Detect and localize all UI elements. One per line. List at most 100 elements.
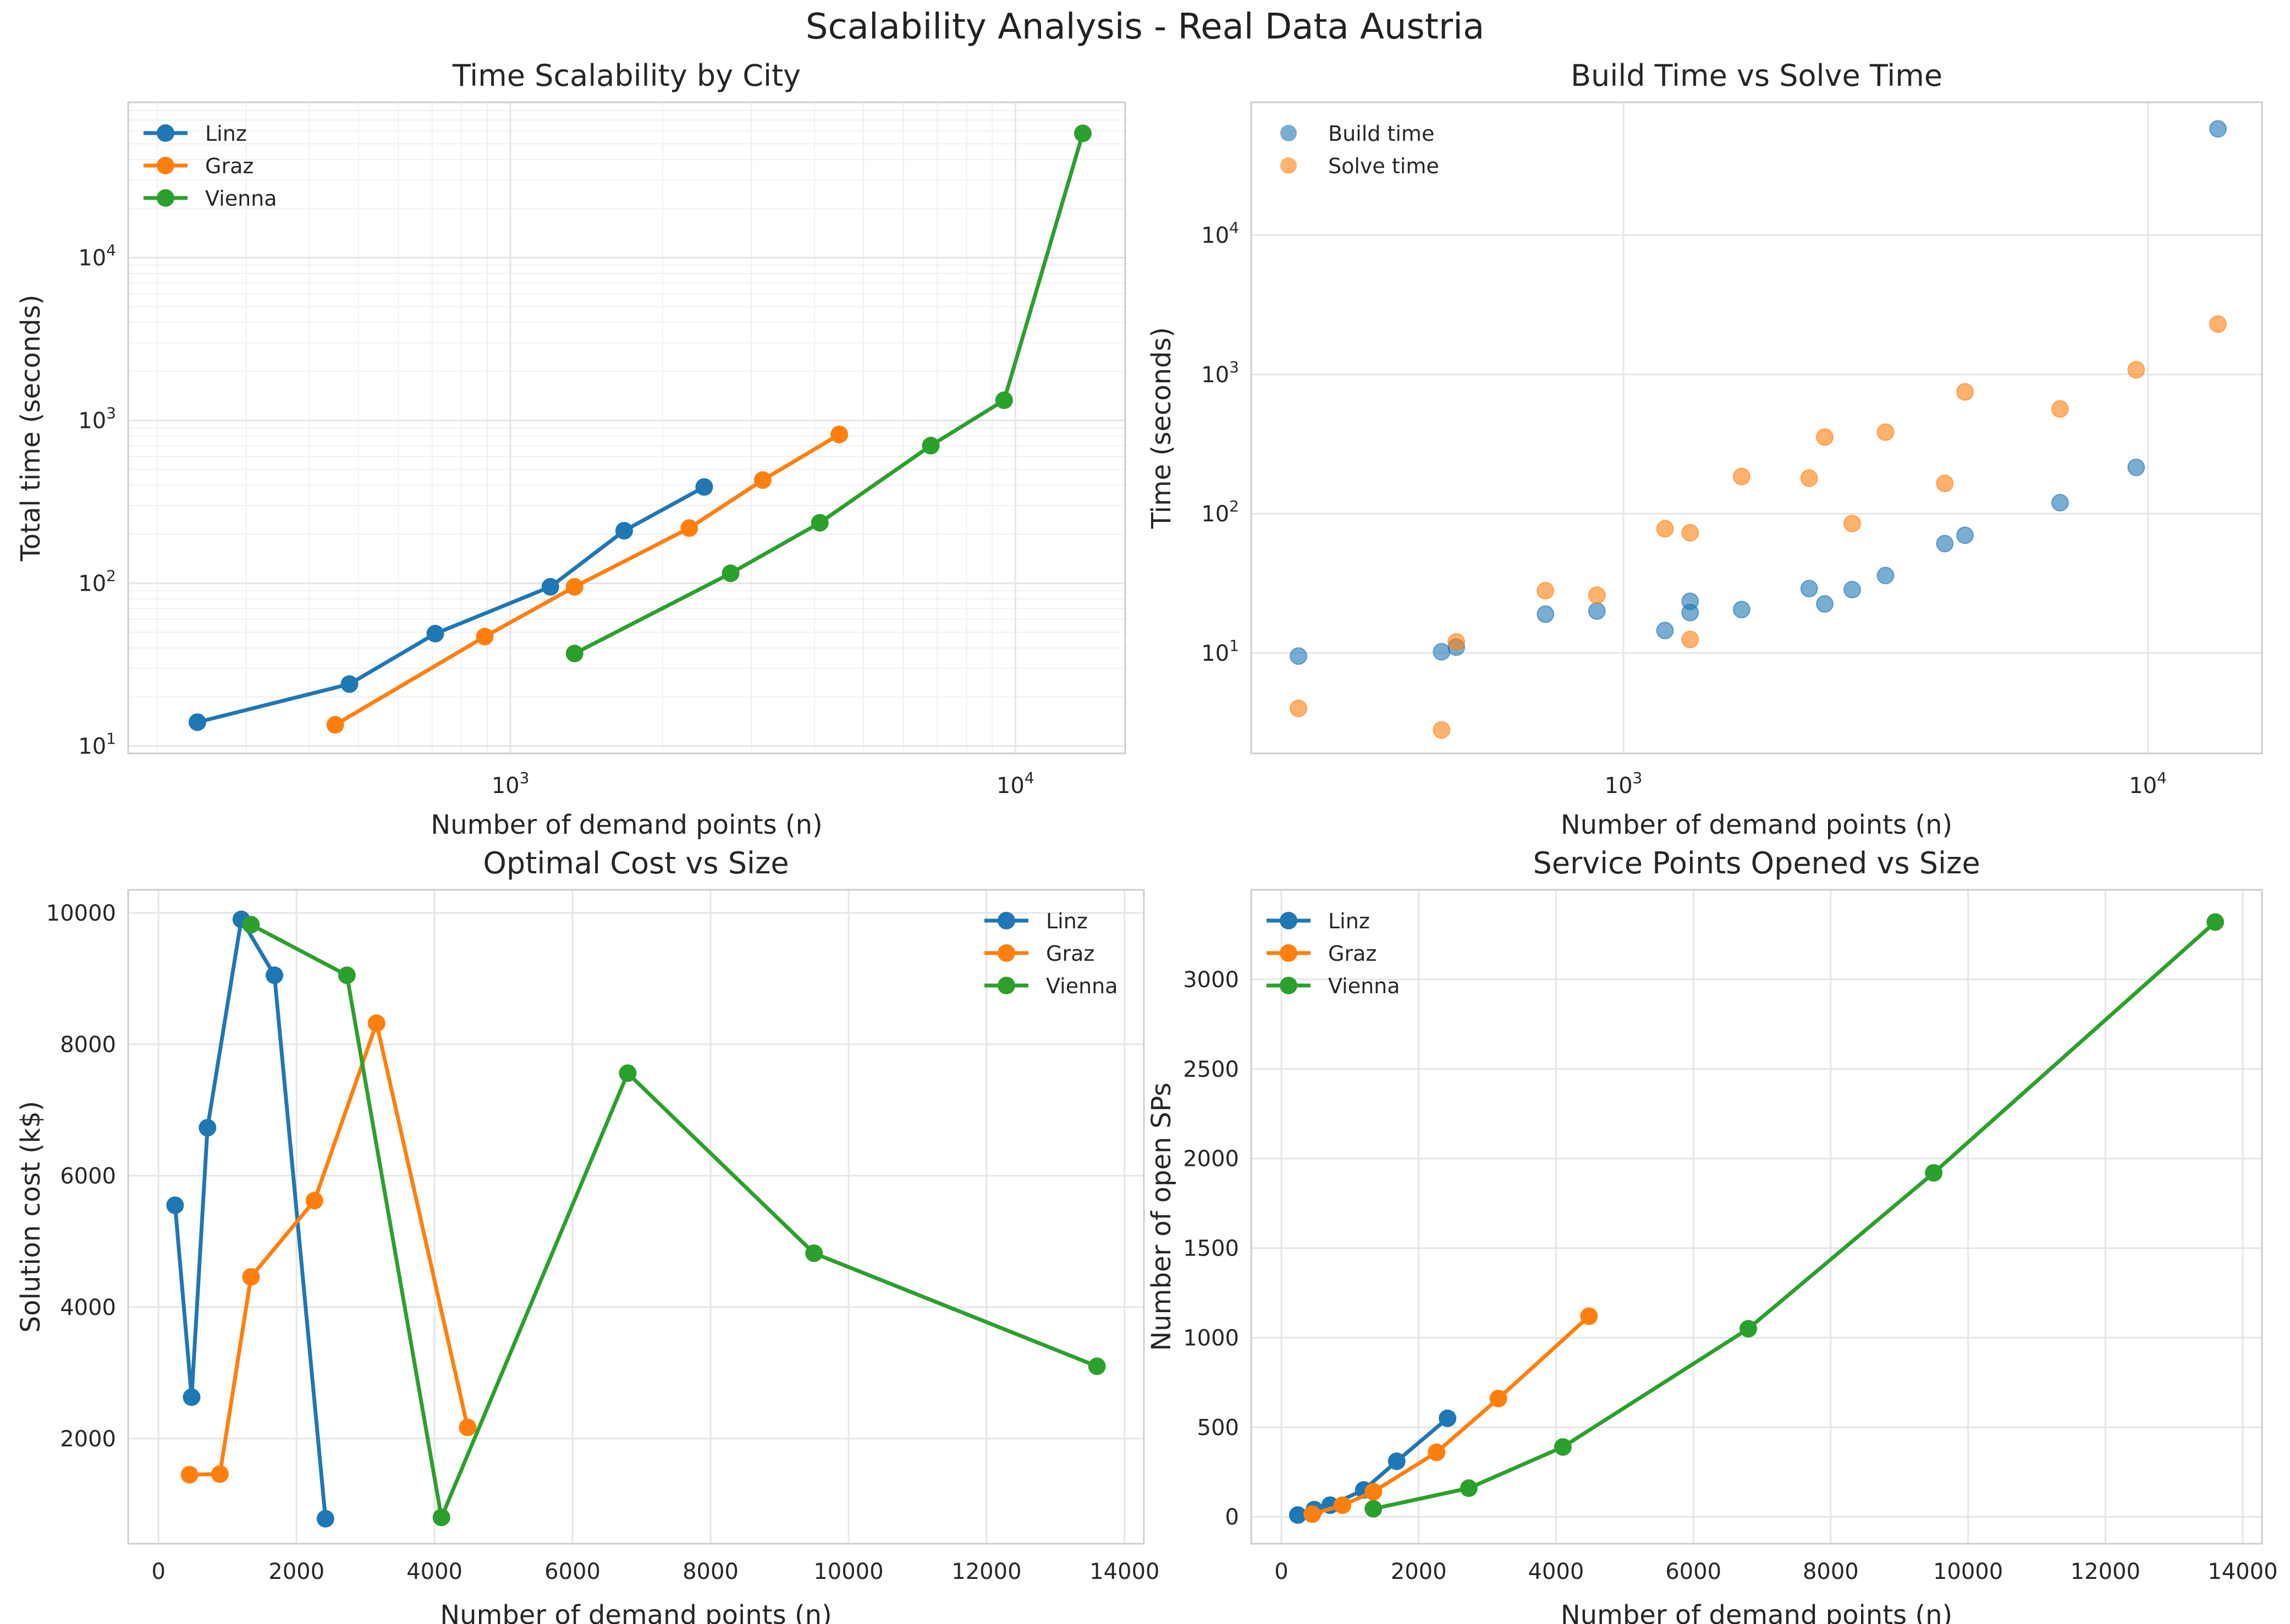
scatter-point-solve-time (1681, 630, 1699, 648)
data-point-linz (1289, 1506, 1307, 1524)
series-line-vienna (574, 133, 1085, 656)
scatter-point-build-time (1732, 601, 1750, 619)
data-point-graz (326, 715, 344, 734)
grid (1251, 102, 2262, 753)
scatter-point-build-time (1956, 526, 1974, 544)
data-point-vienna (338, 966, 356, 984)
plot-area (1251, 890, 2262, 1544)
data-point-graz (565, 578, 583, 596)
figure-title: Scalability Analysis - Real Data Austria (805, 7, 1485, 47)
y-axis-label: Number of open SPs (1146, 1082, 1177, 1351)
scatter-point-solve-time (1956, 383, 1974, 401)
scatter-point-build-time (1936, 535, 1954, 553)
legend-label-linz: Linz (205, 122, 247, 146)
y-axis-label: Total time (seconds) (15, 295, 46, 562)
grid (1251, 890, 2262, 1544)
chart-build-vs-solve: 103 104 101 102 103 104 Build Time vs Solve Ti… (1146, 58, 2263, 840)
data-point-linz (166, 1196, 184, 1214)
data-point-graz (1428, 1443, 1446, 1461)
data-point-graz (180, 1466, 199, 1484)
scatter-point-build-time (1289, 647, 1307, 665)
y-tick-label: 102 (1201, 497, 1239, 527)
x-tick-label: 10000 (813, 1559, 883, 1584)
data-point-linz (695, 478, 713, 496)
data-point-linz (426, 625, 444, 643)
x-tick-label: 12000 (2071, 1559, 2140, 1584)
data-point-graz (1364, 1483, 1383, 1501)
legend-label-vienna: Vienna (1046, 974, 1118, 998)
scatter-point-build-time (2127, 458, 2145, 476)
x-axis-label: Number of demand points (n) (440, 1600, 832, 1624)
y-tick-label: 102 (78, 566, 116, 596)
data-point-linz (188, 713, 206, 731)
x-tick-label: 4000 (406, 1559, 463, 1584)
scatter-point-solve-time (1936, 475, 1954, 493)
series-group (166, 910, 1106, 1528)
legend-marker-graz (998, 944, 1015, 962)
data-point-graz (830, 425, 849, 443)
data-point-vienna (811, 514, 829, 532)
data-point-vienna (922, 437, 940, 455)
x-tick-label: 2000 (1391, 1559, 1447, 1584)
scatter-point-solve-time (2127, 361, 2145, 379)
y-tick-label: 500 (1197, 1415, 1239, 1440)
scatter-point-build-time (1876, 566, 1895, 585)
x-axis-label: Number of demand points (n) (1561, 810, 1952, 840)
scatter-point-solve-time (1656, 520, 1674, 538)
legend-marker-graz (157, 157, 174, 174)
data-point-vienna (1460, 1479, 1478, 1498)
legend-label-build-time: Build time (1328, 122, 1434, 146)
legend-label-linz: Linz (1046, 909, 1088, 933)
data-point-graz (476, 627, 494, 646)
grid (128, 890, 1144, 1544)
y-tick-label: 10000 (46, 901, 116, 926)
scatter-point-solve-time (1537, 582, 1555, 600)
legend-marker-vienna (157, 189, 174, 207)
data-point-linz (541, 578, 559, 596)
x-axis-label: Number of demand points (n) (1561, 1600, 1952, 1624)
x-tick-label: 103 (1605, 769, 1643, 799)
data-point-graz (1580, 1307, 1598, 1325)
scatter-point-solve-time (1876, 423, 1895, 441)
y-tick-label: 104 (78, 241, 116, 271)
y-tick-label: 101 (78, 729, 116, 759)
y-tick-label: 104 (1201, 219, 1239, 249)
scatter-point-solve-time (1681, 524, 1699, 542)
data-point-linz (266, 966, 284, 984)
legend: Linz Graz Vienna (984, 909, 1118, 998)
data-point-vienna (242, 916, 260, 934)
x-tick-label: 104 (2129, 769, 2167, 799)
scatter-point-solve-time (1843, 514, 1861, 532)
series-line-linz (197, 485, 706, 724)
series-group (1289, 120, 2227, 739)
tick-labels: 0 2000 4000 6000 8000 10000 12000 14000 0 500 1000… (1183, 967, 2277, 1584)
series-line-linz (173, 917, 328, 1519)
axes-frame (127, 889, 1145, 1545)
data-point-linz (1439, 1409, 1457, 1427)
y-axis-label: Time (seconds) (1146, 327, 1177, 529)
legend-label-graz: Graz (205, 154, 254, 178)
y-tick-label: 2000 (1183, 1147, 1239, 1172)
data-point-graz (305, 1192, 323, 1210)
x-tick-label: 103 (492, 769, 530, 799)
scatter-point-solve-time (1816, 428, 1834, 446)
data-point-vienna (1074, 124, 1092, 142)
plot-area (1251, 102, 2262, 753)
data-point-graz (1303, 1505, 1322, 1523)
legend-label-linz: Linz (1328, 909, 1370, 933)
x-tick-label: 4000 (1528, 1559, 1584, 1584)
plot-area (128, 890, 1144, 1544)
x-tick-label: 0 (151, 1559, 165, 1584)
y-tick-label: 0 (1225, 1505, 1239, 1530)
data-point-vienna (995, 391, 1013, 409)
axes-frame (1250, 889, 2263, 1545)
legend-marker-vienna (1280, 977, 1297, 994)
scatter-point-build-time (2209, 120, 2227, 138)
x-tick-label: 2000 (268, 1559, 324, 1584)
scatter-point-build-time (1537, 605, 1555, 623)
scatter-point-solve-time (1800, 469, 1818, 487)
x-tick-label: 0 (1274, 1559, 1288, 1584)
chart-service-points: 0 2000 4000 6000 8000 10000 12000 14000 0 500 1000… (1146, 846, 2278, 1624)
data-point-graz (367, 1014, 386, 1032)
data-point-linz (316, 1510, 334, 1528)
